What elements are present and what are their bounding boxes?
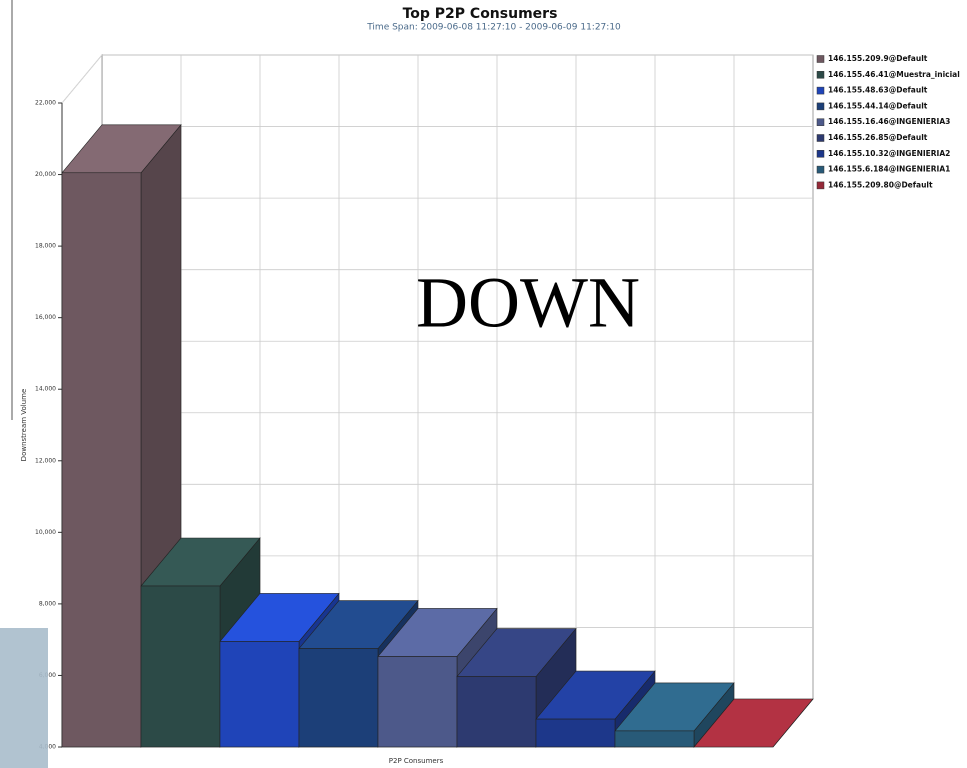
grid-line-side	[61, 54, 103, 104]
legend-label: 146.155.16.46@INGENIERIA3	[828, 117, 950, 126]
legend-label: 146.155.10.32@INGENIERIA2	[828, 149, 950, 158]
bar	[219, 641, 300, 748]
overlay-image	[0, 628, 48, 768]
annotation: DOWN	[416, 263, 640, 343]
bar	[535, 718, 616, 748]
y-tick-label: 10,000	[35, 529, 56, 536]
legend-swatch	[816, 181, 825, 190]
chart-title: Top P2P Consumers	[403, 6, 558, 22]
legend-swatch	[816, 165, 825, 174]
y-tick-label: 20,000	[35, 171, 56, 178]
bar	[614, 730, 695, 748]
y-tick-label: 16,000	[35, 314, 56, 321]
x-axis-label: P2P Consumers	[389, 757, 444, 765]
bar	[298, 648, 379, 748]
legend-swatch	[816, 102, 825, 111]
legend-label: 146.155.26.85@Default	[828, 133, 928, 142]
bar	[456, 676, 537, 748]
legend-label: 146.155.209.80@Default	[828, 180, 933, 189]
bar-top	[693, 698, 814, 748]
legend-swatch	[816, 134, 825, 142]
legend-swatch	[816, 150, 825, 158]
legend-label: 146.155.48.63@Default	[828, 86, 928, 95]
legend-label: 146.155.209.9@Default	[828, 54, 928, 63]
bar	[377, 656, 458, 748]
y-tick-label: 22,000	[35, 100, 56, 107]
legend-label: 146.155.6.184@INGENIERIA1	[828, 165, 950, 174]
y-tick-label: 12,000	[35, 457, 56, 464]
y-tick-label: 14,000	[35, 386, 56, 393]
legend-label: 146.155.46.41@Muestra_inicial	[828, 70, 960, 79]
bar	[140, 585, 221, 748]
legend-swatch	[816, 86, 825, 95]
legend-label: 146.155.44.14@Default	[828, 101, 928, 110]
legend-swatch	[816, 55, 825, 63]
bar	[61, 172, 142, 748]
legend-swatch	[816, 71, 825, 79]
legend-swatch	[816, 118, 825, 126]
chart-subtitle: Time Span: 2009-06-08 11:27:10 - 2009-06…	[366, 23, 621, 33]
y-tick-label: 18,000	[35, 243, 56, 250]
y-axis-label: Downstream Volume	[20, 389, 28, 462]
y-tick-label: 8,000	[39, 600, 56, 607]
